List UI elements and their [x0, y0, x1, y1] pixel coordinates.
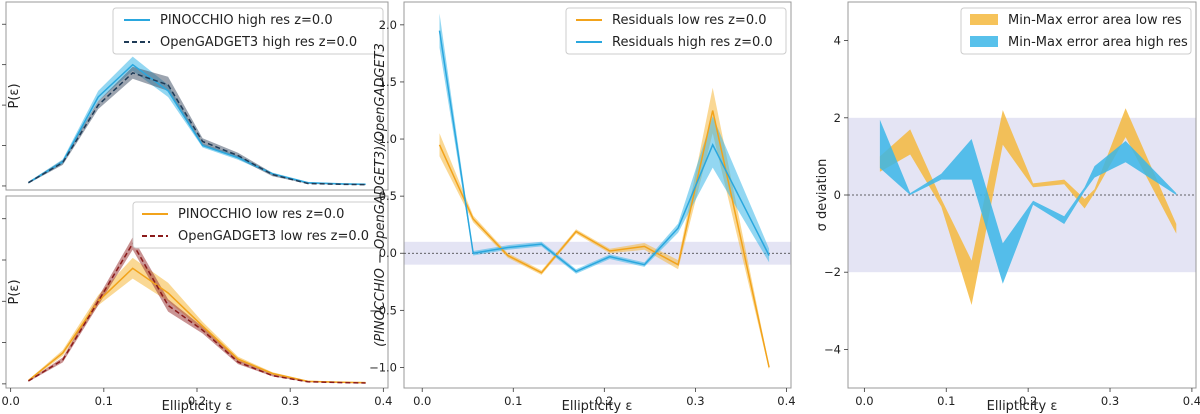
legend: PINOCCHIO high res z=0.0 OpenGADGET3 hig…	[112, 7, 384, 55]
legend: Min-Max error area low res Min-Max error…	[960, 7, 1192, 55]
line-opengadget3-high-res-z-0-0	[28, 71, 366, 186]
band-pinocchio-high-res-z-0-0	[28, 56, 366, 185]
x-tick-label: 0.1	[937, 394, 955, 408]
y-tick-label: −4	[824, 342, 841, 356]
x-tick-label: 0.3	[281, 394, 299, 408]
legend-frame	[960, 7, 1192, 55]
x-tick-label: 0.3	[1101, 394, 1119, 408]
y-axis-label: (PINOCCHIO − OpenGADGET3)/OpenGADGET3	[373, 43, 388, 347]
x-tick-label: 0.4	[374, 394, 392, 408]
band-residuals-low-res-z-0-0	[439, 87, 770, 370]
y-tick-label: −1.0	[369, 360, 397, 374]
band-min-max-error-area-high-res	[879, 119, 1177, 284]
panel-right: −4 −2 0 2 4 0.0 0.1 0.2 0.3 0.4 σ deviation Ellip…	[815, 1, 1200, 414]
x-axis-label: Ellipticity ε	[162, 399, 233, 414]
y-tick-label: 1.5	[379, 75, 397, 89]
y-axis-label: P(ε)	[7, 279, 22, 304]
plot-frame	[5, 1, 389, 191]
x-axis-label: Ellipticity ε	[987, 399, 1058, 414]
line-pinocchio-low-res-z-0-0	[27, 267, 366, 384]
y-tick-label: −2	[824, 265, 841, 279]
panel-middle: −1.0 −0.5 0.0 0.5 1.0 1.5 2.0 0.0 0.1 0.2 0.3 0.4 (…	[369, 1, 796, 414]
legend-swatch-minmax-low	[970, 14, 998, 25]
legend: PINOCCHIO low res z=0.0 OpenGADGET3 low …	[132, 201, 384, 249]
line-residuals-high-res-z-0-0	[438, 30, 770, 273]
line-pinocchio-high-res-z-0-0	[28, 63, 366, 186]
legend-label-minmax-high: Min-Max error area high res	[1008, 35, 1188, 50]
y-tick-label: 0.5	[379, 189, 397, 203]
y-tick-label: 0.0	[379, 246, 397, 260]
panel-bottom-left: 0.00.10.20.30.40.00.10.20.30.4 P(ε) Elli…	[2, 195, 392, 414]
y-tick-label: 2.0	[379, 18, 397, 32]
legend-label-residuals-high: Residuals high res z=0.0	[612, 35, 773, 50]
legend-label-residuals-low: Residuals low res z=0.0	[612, 13, 767, 28]
legend-label-minmax-low: Min-Max error area low res	[1008, 13, 1182, 28]
x-tick-label: 0.2	[595, 394, 613, 408]
y-tick-label: 2	[834, 111, 841, 125]
legend-label-pinocchio-low: PINOCCHIO low res z=0.0	[178, 207, 344, 222]
y-tick-label: −0.5	[369, 303, 397, 317]
band-opengadget3-high-res-z-0-0	[28, 66, 366, 186]
y-axis-label: σ deviation	[815, 159, 830, 232]
y-axis-label: P(ε)	[7, 83, 22, 108]
legend-label-opengadget-low: OpenGADGET3 low res z=0.0	[178, 229, 369, 244]
y-tick-label: 4	[834, 34, 841, 48]
x-axis-label: Ellipticity ε	[562, 399, 633, 414]
x-tick-label: 0.0	[413, 394, 431, 408]
plot-frame	[403, 1, 792, 389]
x-tick-label: 0.4	[777, 394, 795, 408]
panel-top-left: 0.00.10.20.30.4 P(ε) PINOCCHIO high res …	[2, 1, 389, 191]
legend-label-pinocchio-high: PINOCCHIO high res z=0.0	[160, 13, 333, 28]
x-tick-label: 0.1	[95, 394, 113, 408]
x-tick-label: 0.1	[504, 394, 522, 408]
legend-frame	[565, 7, 787, 55]
x-tick-label: 0.2	[188, 394, 206, 408]
y-tick-label: 1.0	[379, 132, 397, 146]
legend-frame	[112, 7, 384, 55]
legend-swatch-minmax-high	[970, 36, 998, 47]
x-tick-label: 0.0	[2, 394, 20, 408]
legend-frame	[132, 201, 384, 249]
band-opengadget3-low-res-z-0-0	[28, 237, 366, 384]
y-tick-label: 0	[834, 188, 841, 202]
legend: Residuals low res z=0.0 Residuals high r…	[565, 7, 787, 55]
x-tick-label: 0.3	[686, 394, 704, 408]
x-tick-label: 0.0	[855, 394, 873, 408]
x-tick-label: 0.4	[1183, 394, 1200, 408]
legend-label-opengadget-high: OpenGADGET3 high res z=0.0	[160, 35, 357, 50]
x-tick-label: 0.2	[1019, 394, 1037, 408]
line-opengadget3-low-res-z-0-0	[28, 242, 366, 384]
